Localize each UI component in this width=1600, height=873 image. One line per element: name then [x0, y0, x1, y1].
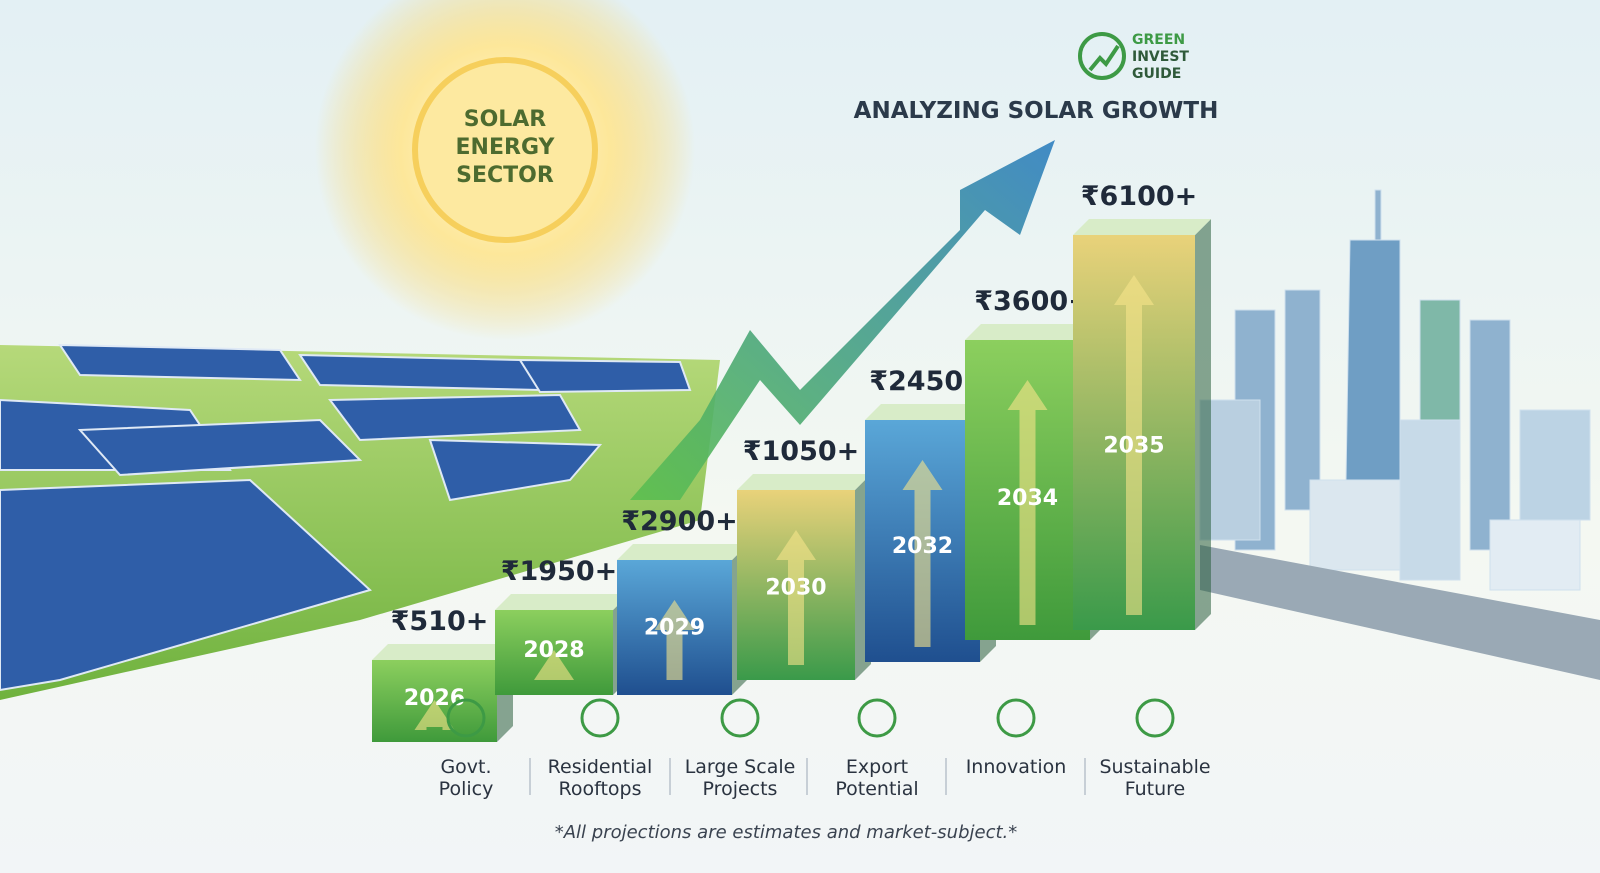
bar-value: ₹1950+: [501, 556, 618, 587]
category-label: Future: [1125, 778, 1186, 800]
brand-text: INVEST: [1132, 49, 1189, 65]
category-icon: [857, 698, 897, 738]
bar-top: [865, 404, 996, 420]
bar-year: 2034: [997, 486, 1058, 511]
category-icon: [446, 698, 486, 738]
brand-logo: GREEN INVEST GUIDE: [1078, 32, 1189, 82]
bar-side: [1195, 219, 1211, 630]
bar-arrow: [414, 700, 455, 730]
bar-year: 2026: [404, 686, 465, 711]
bar-top: [617, 544, 748, 560]
bar-arrow: [534, 650, 574, 680]
brand-text: GUIDE: [1132, 66, 1181, 82]
category-label: Potential: [835, 778, 918, 800]
road: [1200, 545, 1600, 680]
bar-top: [372, 644, 513, 660]
category-icon: [1135, 698, 1175, 738]
category-icon: [996, 698, 1036, 738]
category-icon: [580, 698, 620, 738]
category-label: Residential: [548, 756, 653, 778]
bar-year: 2029: [644, 615, 705, 640]
sun-label: SECTOR: [456, 163, 554, 188]
bar-arrow: [776, 530, 816, 665]
sun-label: SOLAR: [464, 107, 547, 132]
bar-year: 2032: [892, 534, 953, 559]
sun-label: ENERGY: [456, 135, 556, 160]
bar-top: [965, 324, 1106, 340]
subtitle: ANALYZING SOLAR GROWTH: [854, 98, 1219, 124]
bar-arrow: [1114, 275, 1154, 615]
bar-year: 2030: [765, 576, 826, 601]
bar-value: ₹3600+: [974, 286, 1091, 317]
category-label: Rooftops: [559, 778, 642, 800]
bar-top: [1073, 219, 1211, 235]
category-label: Policy: [439, 778, 494, 800]
bar-arrow: [902, 460, 943, 647]
bar-year: 2035: [1103, 433, 1164, 458]
category-label: Innovation: [966, 756, 1067, 778]
category-label: Export: [846, 756, 908, 778]
footnote: *All projections are estimates and marke…: [555, 822, 1018, 843]
sun: [412, 57, 598, 243]
bar-group: 2026 ₹510+ 2028 ₹1950+ 2029 ₹2900+ 2030 ₹1050+ 2…: [372, 181, 1211, 742]
bar-value: ₹1050+: [743, 436, 860, 467]
bar-value: ₹510+: [391, 606, 489, 637]
bar-value: ₹2900+: [621, 506, 738, 537]
brand-text: GREEN: [1132, 32, 1185, 48]
solar-panels: [0, 343, 692, 692]
growth-arrow: [630, 140, 1055, 500]
logo-icon: [1088, 44, 1120, 72]
bar-top: [737, 474, 871, 490]
bar-top: [495, 594, 629, 610]
category-icon: [720, 698, 760, 738]
category-label: Sustainable: [1099, 756, 1210, 778]
logo-icon: [1078, 32, 1126, 80]
category-label: Large Scale: [685, 756, 796, 778]
category-label: Govt.: [440, 756, 491, 778]
bar-arrow: [1007, 380, 1048, 625]
bar-year: 2028: [523, 638, 584, 663]
city: [1199, 189, 1591, 591]
bar-value: ₹6100+: [1081, 181, 1198, 212]
category-label: Projects: [703, 778, 778, 800]
bar-arrow: [654, 600, 695, 680]
